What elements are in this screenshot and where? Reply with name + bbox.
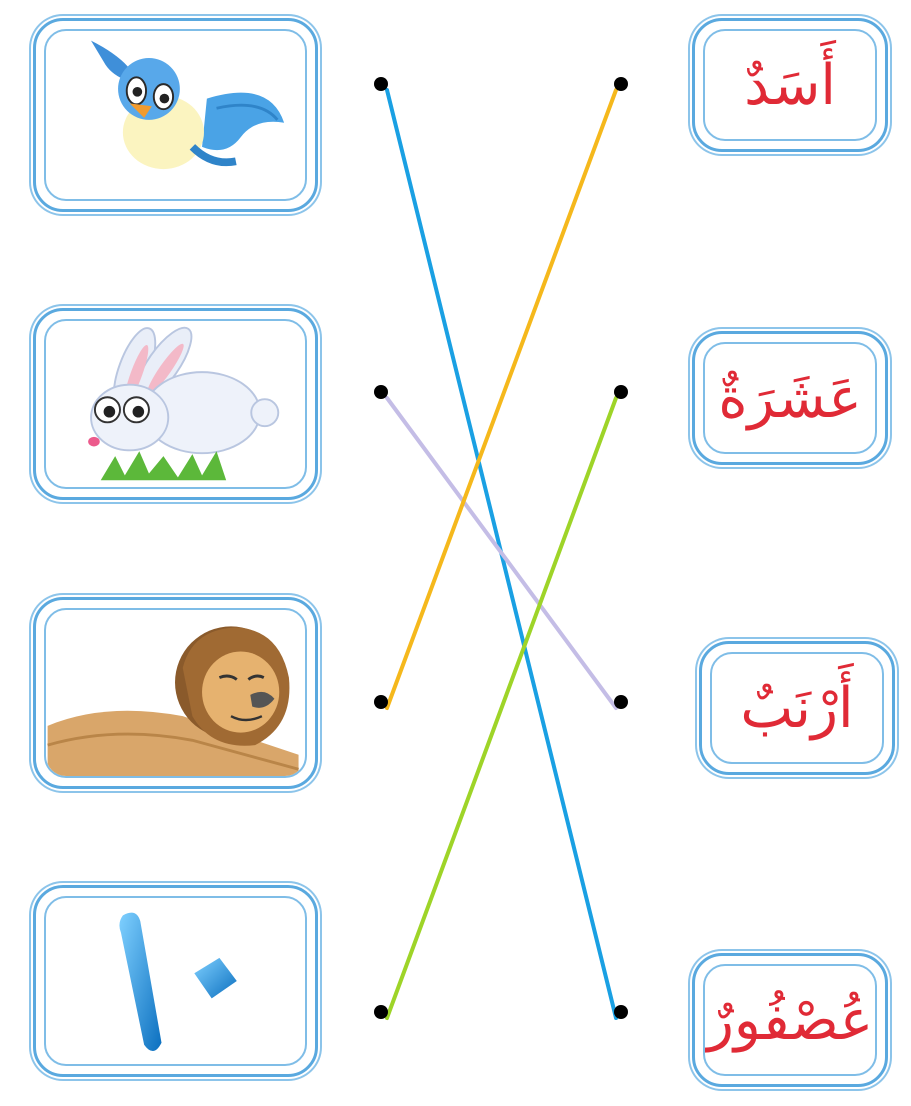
connection-line-4 xyxy=(385,396,618,1020)
number-ten-icon xyxy=(119,912,237,1052)
connection-line-2 xyxy=(385,396,618,710)
connection-line-3 xyxy=(385,88,618,710)
word-card-4: عُصْفُورٌ xyxy=(692,953,888,1087)
left-dot-1[interactable] xyxy=(374,77,388,91)
word-card-3: أَرْنَبٌ xyxy=(699,641,895,775)
right-dot-4[interactable] xyxy=(614,1005,628,1019)
picture-card-rabbit xyxy=(33,308,318,500)
right-dot-2[interactable] xyxy=(614,385,628,399)
picture-card-lion xyxy=(33,597,318,789)
bird-icon xyxy=(91,40,285,170)
right-dot-3[interactable] xyxy=(614,695,628,709)
picture-card-bird xyxy=(33,18,318,212)
left-dot-2[interactable] xyxy=(374,385,388,399)
word-card-1: أَسَدٌ xyxy=(692,18,888,152)
word-text: عَشَرَةٌ xyxy=(718,365,862,431)
picture-card-number-ten xyxy=(33,885,318,1077)
lion-icon xyxy=(47,626,299,776)
word-text: أَرْنَبٌ xyxy=(740,675,854,741)
rabbit-icon xyxy=(88,326,280,481)
word-text: عُصْفُورٌ xyxy=(706,987,874,1053)
word-text: أَسَدٌ xyxy=(744,52,836,118)
left-dot-4[interactable] xyxy=(374,1005,388,1019)
word-card-2: عَشَرَةٌ xyxy=(692,331,888,465)
left-dot-3[interactable] xyxy=(374,695,388,709)
right-dot-1[interactable] xyxy=(614,77,628,91)
